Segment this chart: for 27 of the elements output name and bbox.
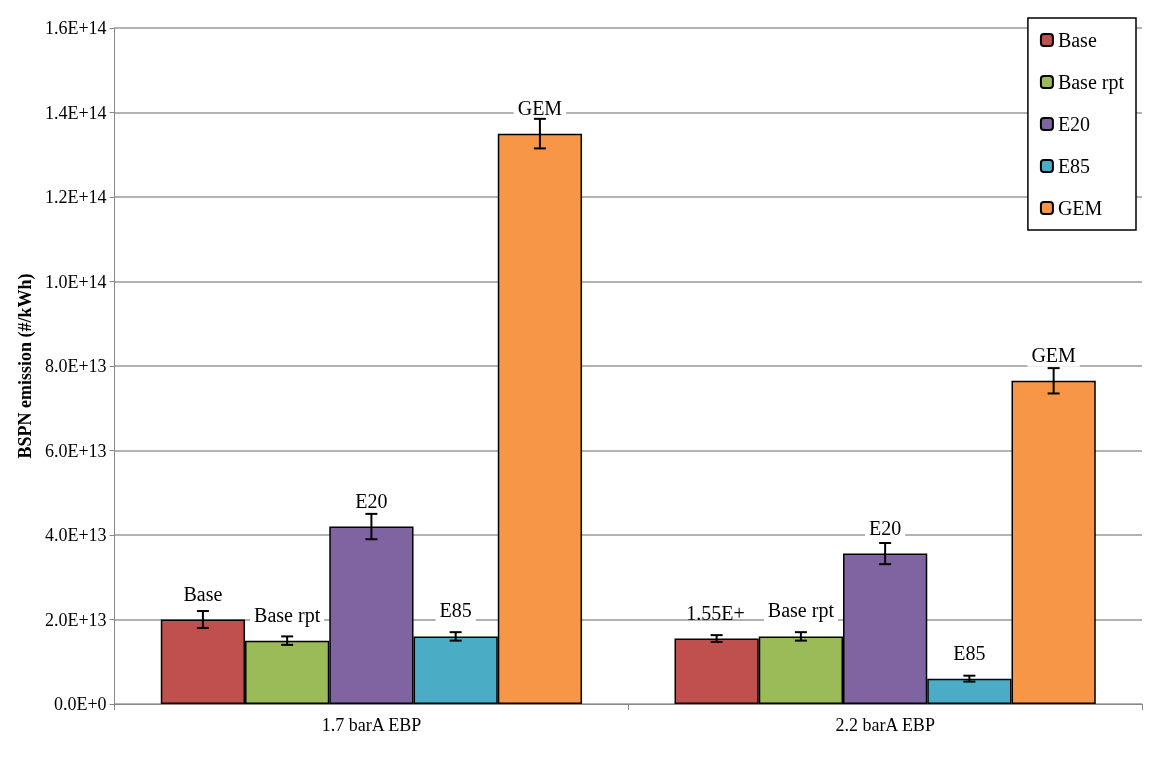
data-label: E85 bbox=[953, 641, 986, 664]
legend-label: Base bbox=[1057, 29, 1097, 51]
data-label: Base rpt bbox=[767, 599, 835, 623]
data-label: E85 bbox=[439, 599, 472, 622]
x-tick-label: 2.2 barA EBP bbox=[835, 715, 935, 735]
data-label: Base bbox=[183, 582, 223, 605]
data-label: E20 bbox=[869, 516, 902, 539]
y-tick-label: 8.0E+13 bbox=[44, 356, 107, 376]
annotation: 1.55E+ bbox=[686, 601, 745, 624]
y-tick-label: 1.4E+14 bbox=[44, 102, 107, 123]
legend-label: E20 bbox=[1057, 113, 1091, 135]
y-tick-label: 4.0E+13 bbox=[44, 525, 107, 545]
data-label: Base rpt bbox=[254, 603, 321, 627]
x-tick-label: 1.7 barA EBP bbox=[321, 715, 422, 735]
y-tick-label: 0.0E+0 bbox=[53, 694, 107, 714]
data-label: GEM bbox=[517, 96, 563, 119]
y-tick-label: 6.0E+13 bbox=[44, 440, 107, 461]
legend-label: Base rpt bbox=[1057, 71, 1125, 94]
y-tick-label: 2.0E+13 bbox=[44, 609, 107, 630]
data-label: E20 bbox=[355, 489, 388, 512]
legend-label: E85 bbox=[1057, 155, 1091, 177]
y-tick-label: 1.2E+14 bbox=[44, 187, 107, 207]
y-axis-title: BSPN emission (#/kWh) bbox=[15, 273, 36, 459]
y-tick-label: 1.0E+14 bbox=[44, 271, 107, 292]
data-label: GEM bbox=[1031, 343, 1077, 366]
y-tick-label: 1.6E+14 bbox=[44, 18, 107, 38]
legend-label: GEM bbox=[1057, 197, 1103, 219]
